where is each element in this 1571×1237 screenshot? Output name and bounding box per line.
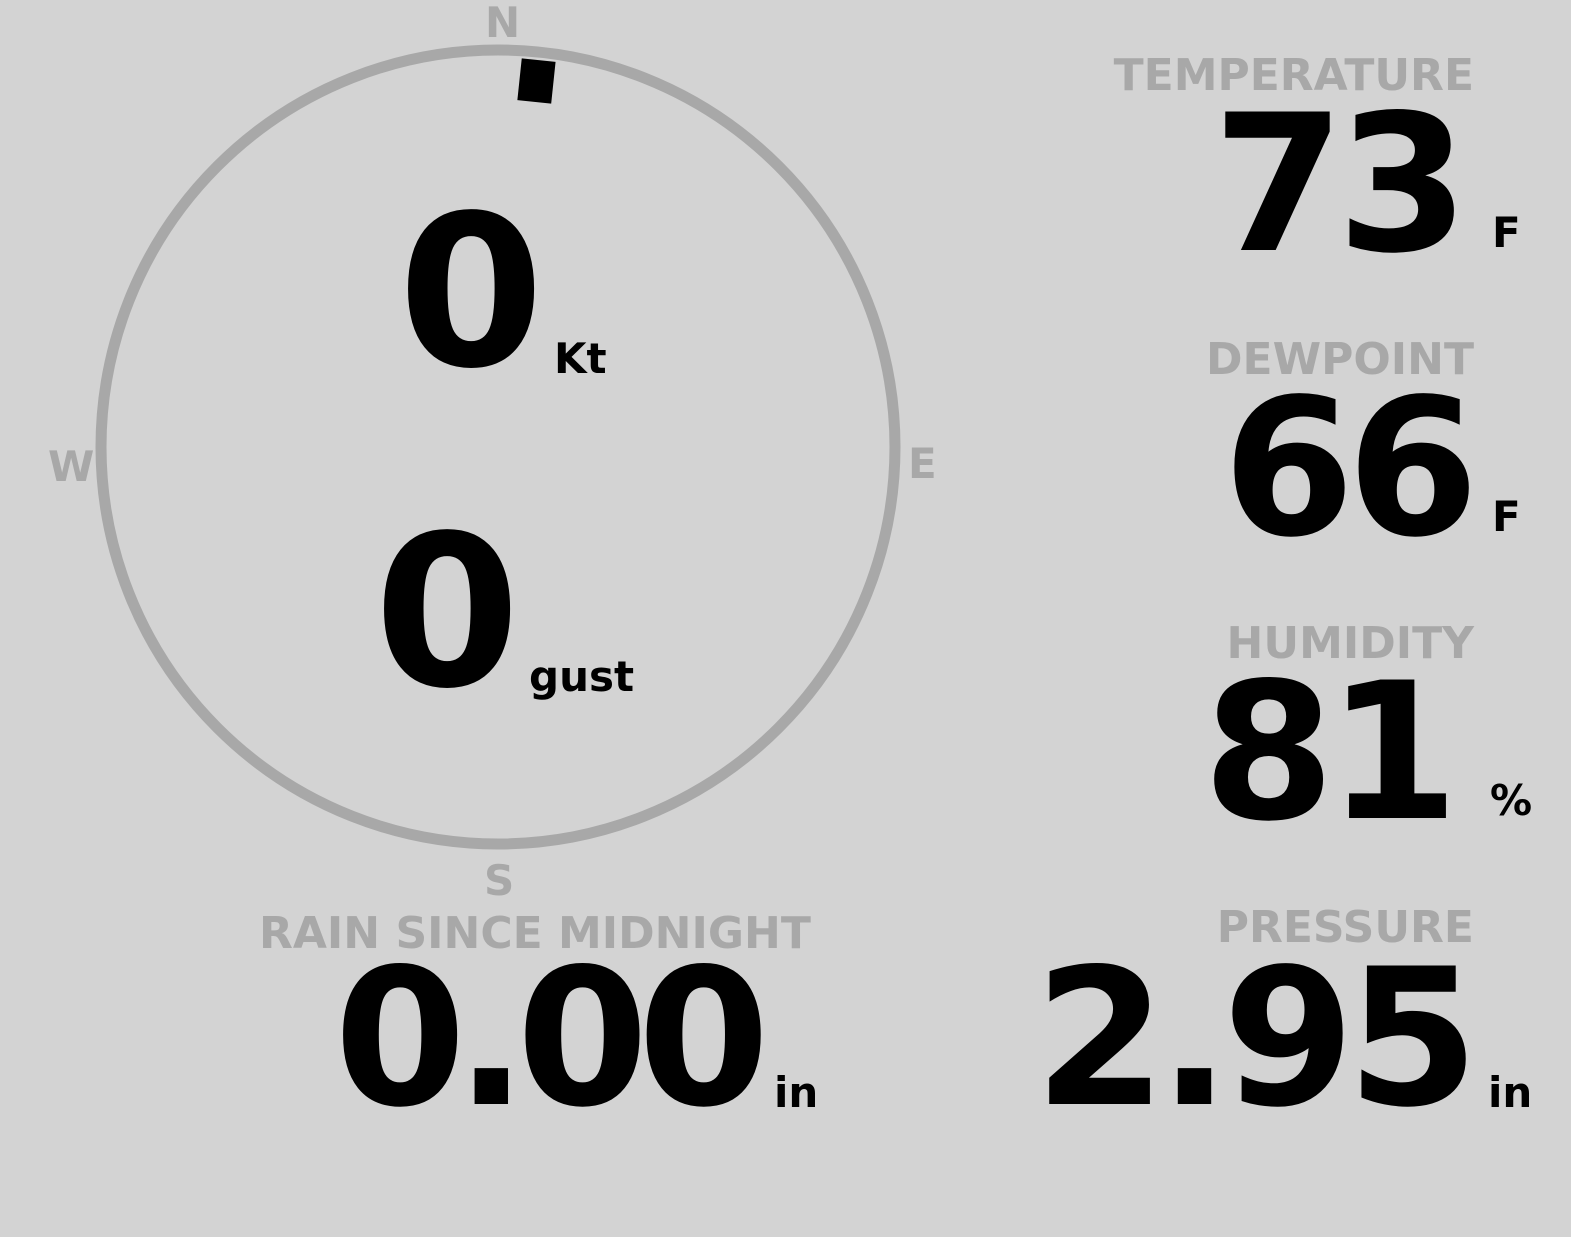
pressure-unit: in	[1488, 1068, 1533, 1117]
wind-compass	[95, 44, 901, 850]
pressure-label: PRESSURE	[1216, 902, 1474, 953]
compass-east-label: E	[908, 439, 937, 488]
temperature-value: 73	[1212, 74, 1469, 295]
dewpoint-value: 66	[1222, 358, 1479, 579]
wind-gust-unit: gust	[529, 652, 635, 701]
dewpoint-label: DEWPOINT	[1206, 334, 1474, 385]
pressure-value: 2.95	[1034, 928, 1479, 1149]
compass-south-label: S	[484, 856, 515, 905]
humidity-value: 81	[1202, 642, 1459, 863]
dewpoint-unit: F	[1492, 492, 1521, 541]
compass-north-label: N	[485, 0, 521, 47]
rain-value: 0.00	[334, 928, 770, 1149]
wind-speed-value: 0	[398, 170, 544, 415]
humidity-unit: %	[1490, 776, 1533, 825]
compass-ring	[95, 44, 901, 850]
compass-west-label: W	[48, 442, 95, 491]
temperature-label: TEMPERATURE	[1113, 50, 1474, 101]
rain-label: RAIN SINCE MIDNIGHT	[259, 908, 811, 959]
temperature-unit: F	[1492, 208, 1521, 257]
wind-direction-marker	[517, 58, 556, 104]
wind-speed-unit: Kt	[554, 334, 607, 383]
rain-unit: in	[774, 1068, 819, 1117]
wind-gust-value: 0	[374, 490, 520, 735]
humidity-label: HUMIDITY	[1226, 618, 1474, 669]
